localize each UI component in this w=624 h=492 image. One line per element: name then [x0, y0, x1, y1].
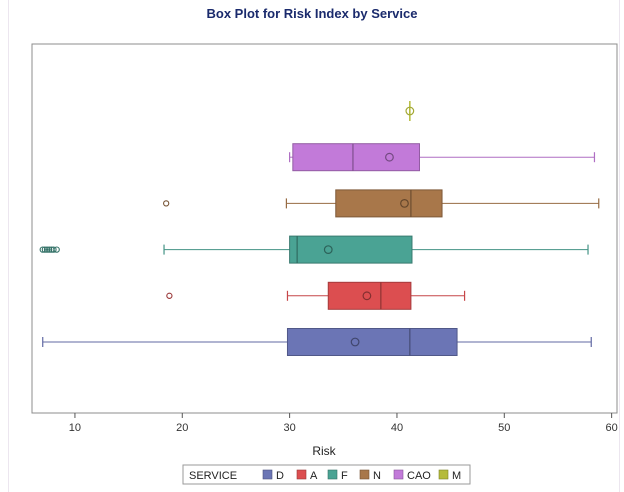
legend-label: F [341, 470, 348, 482]
legend-label: CAO [407, 470, 431, 482]
x-tick-label: 30 [283, 422, 295, 434]
boxes-layer [39, 101, 600, 356]
box-group-n [163, 189, 600, 218]
legend-item-cao: CAO [393, 469, 431, 482]
mean-marker [362, 291, 372, 301]
legend-title: SERVICE [189, 470, 237, 482]
mean-marker [323, 245, 333, 255]
box-iqr [335, 189, 443, 218]
x-tick-label: 40 [391, 422, 403, 434]
outlier-point [41, 246, 49, 253]
legend-swatch [438, 469, 449, 480]
outlier-point [46, 246, 53, 253]
x-tick-label: 50 [498, 422, 510, 434]
legend-label: N [373, 470, 381, 482]
legend-label: M [452, 470, 461, 482]
outlier-point [39, 246, 46, 253]
box-iqr [327, 281, 412, 310]
mean-marker [400, 198, 409, 208]
box-group-d [42, 328, 592, 356]
legend-entries: D A F N CAO M [262, 469, 461, 482]
box-group-a [166, 281, 466, 310]
outlier-point [53, 246, 60, 253]
mean-marker [385, 152, 394, 162]
legend-item-d: D [262, 469, 284, 482]
legend-swatch [262, 469, 273, 480]
legend-swatch [393, 469, 404, 480]
outlier-point [163, 200, 170, 207]
legend-label: D [276, 470, 284, 482]
box-iqr [289, 235, 413, 264]
box-group-cao [289, 143, 596, 172]
outlier-point [166, 292, 173, 299]
legend-item-f: F [327, 469, 348, 482]
x-tick-label: 60 [606, 422, 618, 434]
x-axis-label: Risk [312, 444, 336, 458]
outlier-point [43, 246, 51, 253]
mean-marker [350, 337, 360, 347]
legend-swatch [327, 469, 338, 480]
legend-label: A [310, 470, 318, 482]
box-iqr [286, 328, 458, 356]
mean-marker [405, 106, 415, 116]
x-axis: 10 20 30 40 50 60 [69, 413, 618, 434]
x-tick-label: 10 [69, 422, 81, 434]
chart-title: Box Plot for Risk Index by Service [206, 6, 418, 21]
legend-swatch [359, 469, 370, 480]
box-group-m [405, 101, 415, 121]
legend-swatch [296, 469, 307, 480]
outlier-point [50, 246, 57, 253]
legend-item-n: N [359, 469, 381, 482]
box-iqr [292, 143, 420, 172]
legend-item-a: A [296, 469, 318, 482]
x-tick-label: 20 [176, 422, 188, 434]
plot-area [31, 43, 618, 414]
box-group-f [39, 235, 589, 264]
legend-item-m: M [438, 469, 461, 482]
